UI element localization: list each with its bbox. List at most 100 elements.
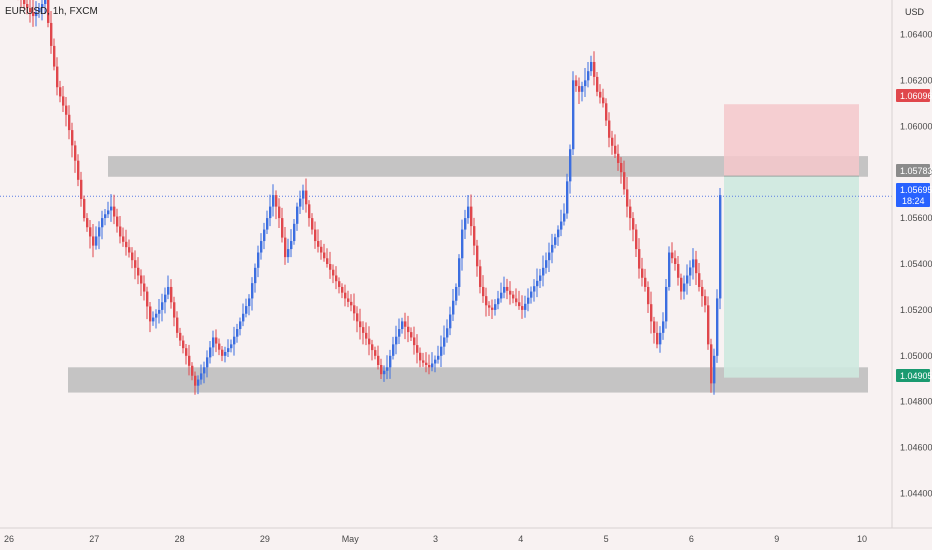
candle-body: [461, 229, 464, 259]
candle-body: [209, 347, 212, 358]
candle-body: [518, 302, 521, 307]
candle-body: [602, 97, 605, 104]
candle-body: [26, 4, 29, 9]
candle-body: [665, 286, 668, 322]
candle-body: [554, 237, 557, 245]
candle-body: [671, 252, 674, 259]
candle-body: [41, 4, 44, 9]
candle-body: [551, 244, 554, 253]
candle-body: [704, 296, 707, 306]
svg-text:1.05783: 1.05783: [900, 166, 932, 176]
candle-body: [662, 321, 665, 333]
candle-body: [719, 195, 722, 299]
candle-body: [134, 260, 137, 268]
candle-body: [398, 329, 401, 337]
candle-body: [65, 105, 68, 115]
candle-body: [140, 275, 143, 284]
candle-body: [587, 71, 590, 81]
candle-body: [104, 214, 107, 219]
candle-body: [437, 355, 440, 360]
price-tick-label: 1.05000: [900, 351, 932, 361]
candle-body: [506, 286, 509, 291]
candle-body: [239, 321, 242, 330]
candle-body: [626, 189, 629, 207]
candle-body: [38, 8, 41, 13]
candle-body: [29, 8, 32, 13]
candle-body: [47, 0, 50, 23]
candle-body: [50, 22, 53, 46]
candle-body: [689, 267, 692, 276]
price-tick-label: 1.05200: [900, 305, 932, 315]
candle-body: [311, 218, 314, 230]
symbol-label: EURUSD, 1h, FXCM: [5, 6, 98, 17]
stop-loss-area[interactable]: [724, 104, 859, 177]
candle-body: [464, 218, 467, 230]
candle-body: [677, 264, 680, 278]
time-tick-label: 6: [689, 534, 694, 544]
candle-body: [392, 344, 395, 356]
candle-body: [497, 298, 500, 305]
candle-body: [95, 236, 98, 246]
candle-body: [509, 290, 512, 295]
candle-body: [344, 292, 347, 299]
currency-label: USD: [905, 7, 925, 17]
candle-body: [599, 91, 602, 98]
candle-body: [383, 370, 386, 375]
candle-body: [593, 61, 596, 77]
price-tick-label: 1.05600: [900, 213, 932, 223]
candle-body: [167, 286, 170, 295]
price-tick-label: 1.04800: [900, 397, 932, 407]
candle-body: [221, 349, 224, 356]
candle-body: [389, 355, 392, 368]
candle-body: [458, 258, 461, 287]
candle-body: [197, 379, 200, 386]
candle-body: [326, 258, 329, 264]
candle-body: [491, 307, 494, 310]
candle-body: [62, 96, 65, 106]
candle-body: [59, 87, 62, 97]
candle-body: [329, 264, 332, 270]
time-tick-label: 9: [774, 534, 779, 544]
candle-body: [683, 283, 686, 292]
time-tick-label: 29: [260, 534, 270, 544]
candle-body: [338, 281, 341, 287]
price-axis[interactable]: [892, 0, 932, 528]
candle-body: [413, 337, 416, 346]
candle-body: [146, 291, 149, 307]
candle-body: [347, 298, 350, 302]
candle-body: [215, 337, 218, 344]
candle-body: [641, 268, 644, 278]
svg-text:1.06096: 1.06096: [900, 91, 932, 101]
candle-body: [299, 198, 302, 207]
candle-body: [335, 275, 338, 282]
candle-body: [236, 329, 239, 337]
candle-body: [149, 306, 152, 322]
candle-body: [713, 355, 716, 384]
candle-body: [512, 294, 515, 299]
candle-body: [596, 76, 599, 92]
candle-body: [533, 286, 536, 292]
candle-body: [116, 216, 119, 227]
candle-body: [23, 0, 26, 5]
candle-body: [524, 303, 527, 310]
price-tick-label: 1.06200: [900, 75, 932, 85]
candle-body: [617, 153, 620, 163]
price-tick-label: 1.05400: [900, 259, 932, 269]
candle-body: [368, 338, 371, 345]
candle-body: [269, 206, 272, 219]
candle-body: [521, 306, 524, 310]
candle-body: [212, 337, 215, 348]
candle-body: [563, 213, 566, 222]
candle-body: [308, 204, 311, 219]
svg-text:1.05695: 1.05695: [900, 185, 932, 195]
candle-body: [341, 286, 344, 293]
candle-body: [71, 130, 74, 146]
candle-body: [710, 344, 713, 384]
candle-body: [260, 241, 263, 253]
candle-body: [290, 241, 293, 250]
take-profit-area[interactable]: [724, 176, 859, 378]
candle-body: [254, 267, 257, 284]
candle-body: [182, 340, 185, 349]
candle-body: [74, 145, 77, 161]
